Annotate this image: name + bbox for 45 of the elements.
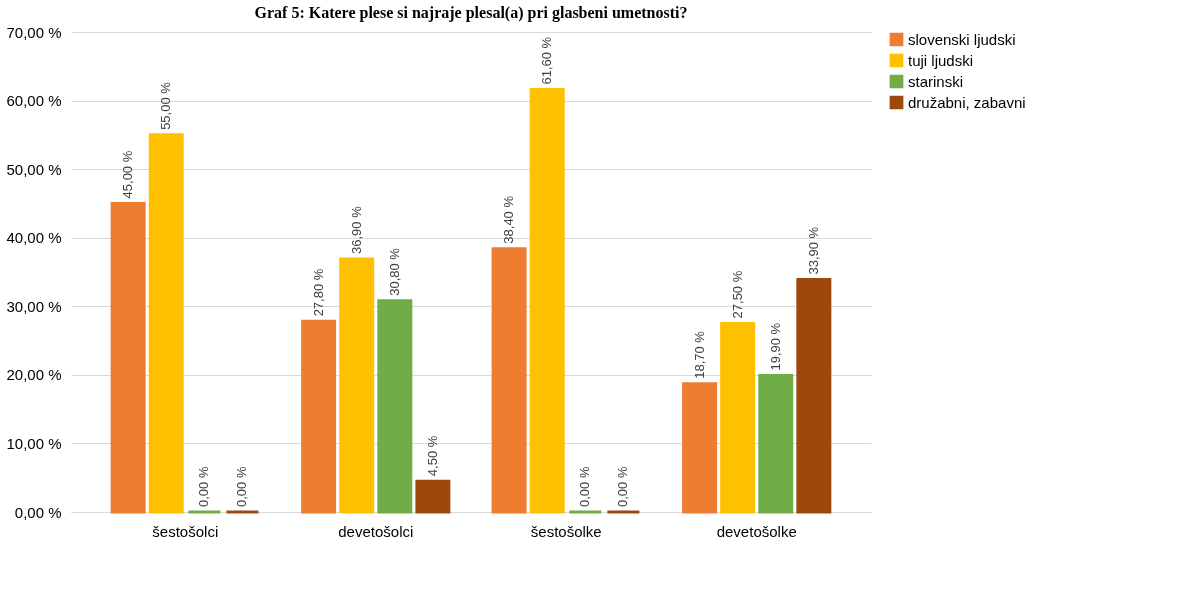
x-tick-label: devetošolke — [716, 522, 797, 540]
y-tick-label: 70,00 % — [6, 23, 62, 41]
bar — [529, 88, 565, 514]
bar — [491, 247, 527, 514]
data-label: 33,90 % — [805, 226, 821, 275]
data-label: 45,00 % — [120, 150, 136, 199]
legend-label: tuji ljudski — [908, 51, 974, 69]
bar — [682, 382, 718, 514]
y-tick-label: 40,00 % — [6, 229, 62, 247]
x-tick-label: šestošolci — [152, 522, 219, 540]
data-label: 36,90 % — [348, 205, 364, 254]
y-tick-label: 30,00 % — [6, 297, 62, 315]
data-label: 18,70 % — [691, 330, 707, 379]
data-label: 19,90 % — [767, 322, 783, 371]
data-label: 27,50 % — [729, 270, 745, 319]
data-label: 55,00 % — [158, 81, 174, 130]
bar — [301, 319, 337, 514]
bar — [339, 257, 375, 514]
data-label: 0,00 % — [577, 466, 593, 507]
data-label: 0,00 % — [234, 466, 250, 507]
data-label: 61,60 % — [539, 36, 555, 85]
bar — [415, 479, 451, 514]
data-label: 4,50 % — [424, 435, 440, 477]
bar — [758, 374, 794, 514]
y-tick-label: 10,00 % — [6, 434, 62, 452]
bar — [377, 299, 413, 514]
bar — [796, 278, 832, 514]
bar — [148, 133, 184, 514]
data-label: 30,80 % — [386, 247, 402, 296]
legend-label: družabni, zabavni — [908, 93, 1026, 111]
data-label: 38,40 % — [501, 195, 517, 244]
y-tick-label: 50,00 % — [6, 160, 62, 178]
data-label: 27,80 % — [310, 268, 326, 317]
legend-label: slovenski ljudski — [908, 30, 1016, 48]
bar — [720, 321, 756, 514]
x-tick-label: šestošolke — [530, 522, 602, 540]
y-tick-label: 60,00 % — [6, 92, 62, 110]
data-label: 0,00 % — [196, 466, 212, 507]
y-tick-label: 20,00 % — [6, 366, 62, 384]
chart-title: Graf 5: Katere plese si najraje plesal(a) pri glasbeni umetnosti? — [254, 4, 688, 22]
bar — [110, 201, 146, 514]
data-label: 0,00 % — [615, 466, 631, 507]
x-tick-label: devetošolci — [338, 522, 414, 540]
legend-label: starinski — [908, 72, 964, 90]
y-tick-label: 0,00 % — [14, 503, 62, 521]
